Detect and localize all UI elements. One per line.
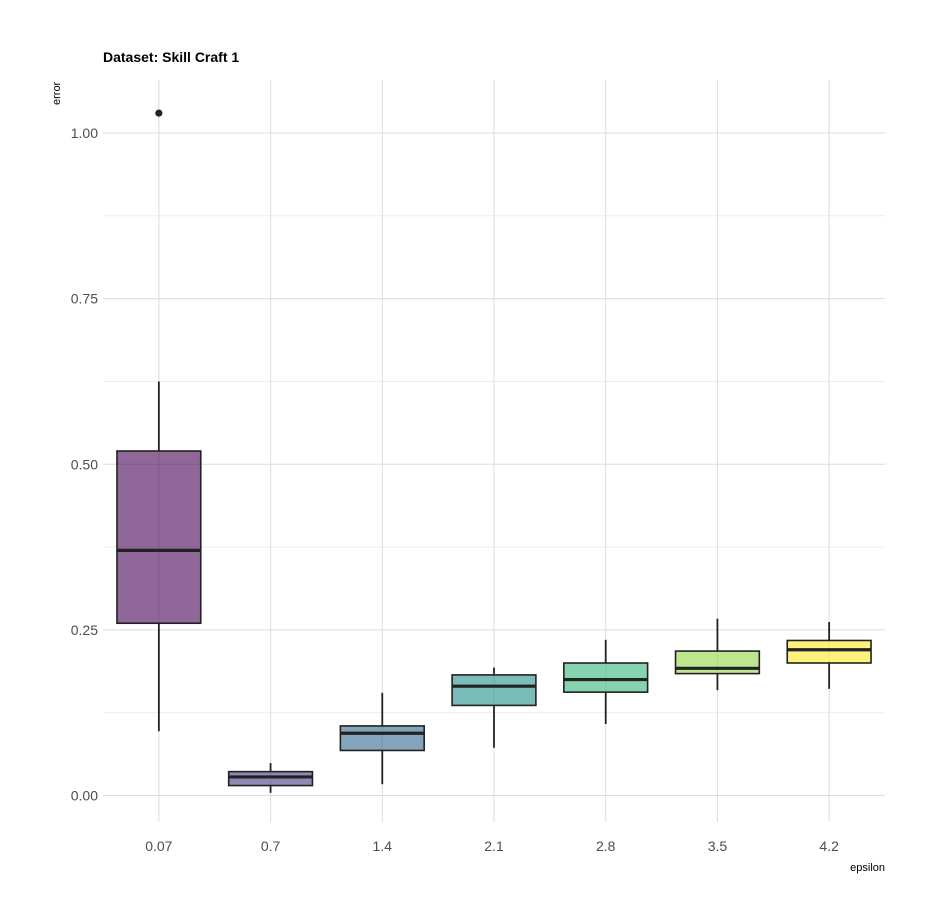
box-0.07 [116, 109, 202, 732]
box-0.7 [227, 763, 314, 793]
y-tick-label: 0.00 [71, 788, 98, 804]
x-tick-label: 3.5 [708, 838, 728, 854]
box-body [116, 450, 202, 625]
box-body [674, 650, 761, 675]
x-tick-label: 0.7 [261, 838, 281, 854]
y-tick-label: 0.75 [71, 291, 98, 307]
boxes-layer [116, 109, 872, 793]
box-2.8 [563, 639, 649, 724]
box-body [339, 725, 425, 752]
x-tick-label: 1.4 [373, 838, 393, 854]
box-body [451, 674, 537, 707]
y-tick-label: 0.25 [71, 622, 98, 638]
tick-labels: 0.00 0.25 0.50 0.75 1.00 0.07 0.7 1.4 2.1 2.8 3.5 4… [71, 125, 839, 854]
x-tick-label: 0.07 [145, 838, 172, 854]
outlier-point [155, 109, 163, 117]
x-tick-label: 2.1 [484, 838, 504, 854]
box-2.1 [451, 667, 537, 748]
x-axis-title: epsilon [850, 862, 885, 874]
y-tick-label: 0.50 [71, 456, 98, 472]
box-1.4 [339, 692, 425, 785]
box-body [786, 639, 872, 664]
box-body [563, 662, 649, 693]
box-body [227, 770, 314, 787]
y-tick-label: 1.00 [71, 125, 98, 141]
box-4.2 [786, 621, 872, 689]
x-tick-label: 4.2 [819, 838, 839, 854]
box-3.5 [674, 618, 761, 691]
chart-title: Dataset: Skill Craft 1 [103, 49, 239, 65]
y-axis-title: error [51, 81, 63, 105]
x-tick-label: 2.8 [596, 838, 616, 854]
